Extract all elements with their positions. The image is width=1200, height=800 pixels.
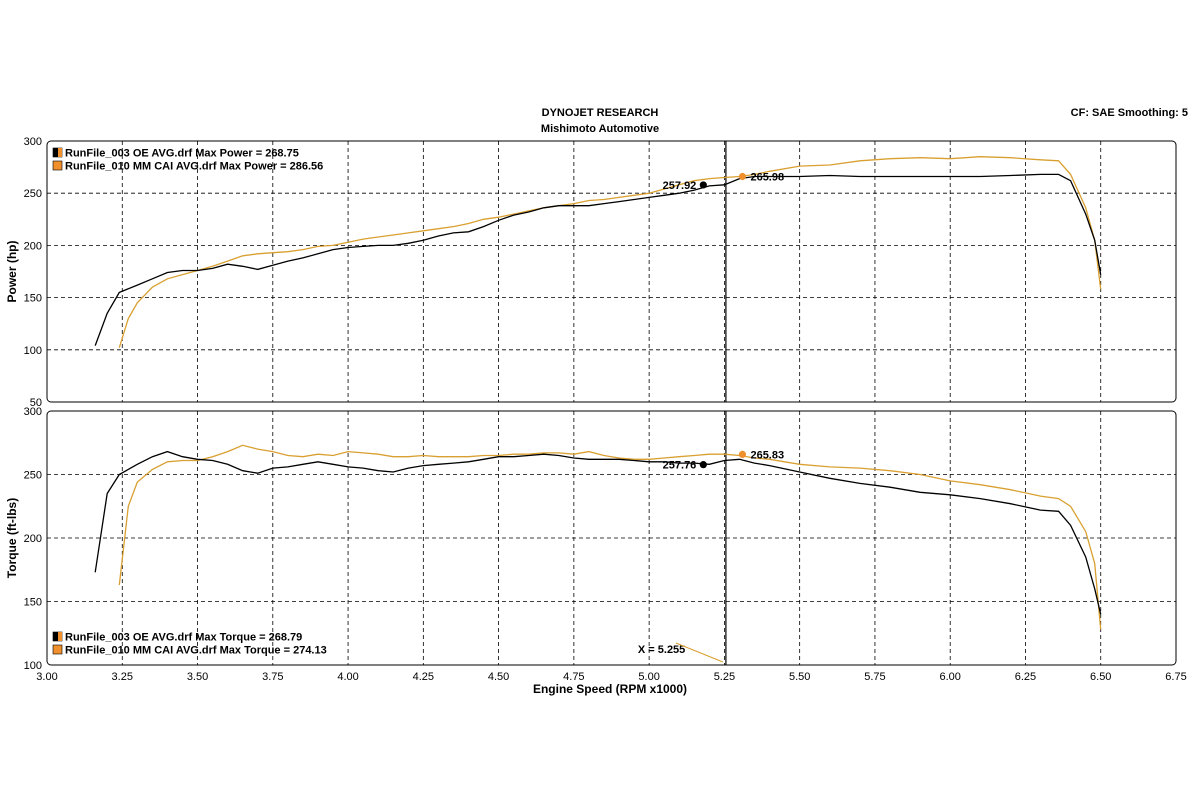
y-tick-label: 300	[24, 406, 42, 418]
series-line-cai	[118, 444, 1102, 630]
x-tick-label: 3.25	[112, 671, 133, 683]
marker-value-label: 257.76	[663, 460, 697, 472]
legend-entry: RunFile_010 MM CAI AVG.drf Max Power = 2…	[65, 161, 323, 173]
cursor-marker	[699, 181, 707, 189]
legend-entry: RunFile_003 OE AVG.drf Max Torque = 268.…	[65, 632, 302, 644]
y-tick-label: 50	[30, 397, 42, 409]
x-tick-label: 3.50	[187, 671, 208, 683]
y-tick-label: 200	[24, 240, 42, 252]
x-tick-label: 4.00	[337, 671, 358, 683]
x-tick-label: 6.50	[1090, 671, 1111, 683]
cursor-marker	[738, 172, 747, 181]
x-tick-label: 3.00	[36, 671, 57, 683]
y-tick-label: 100	[24, 345, 42, 357]
legend-swatch	[52, 160, 63, 171]
cursor-readout: X = 5.255	[638, 644, 685, 656]
y-tick-label: 150	[24, 597, 42, 609]
power-panel: 300 250 200 150 100 50 Power (hp) 257.92 265.98 R…	[5, 136, 1177, 409]
x-tick-label: 4.75	[563, 671, 584, 683]
y-tick-label: 150	[24, 293, 42, 305]
plot-frame	[46, 140, 1177, 403]
marker-value-label: 265.83	[750, 449, 784, 461]
x-tick-label: 4.25	[413, 671, 434, 683]
y-tick-label: 200	[24, 533, 42, 545]
marker-value-label: 257.92	[663, 180, 697, 192]
y-axis-label: Torque (ft-lbs)	[5, 498, 19, 578]
x-tick-label: 6.00	[939, 671, 960, 683]
legend-entry: RunFile_010 MM CAI AVG.drf Max Torque = …	[65, 645, 327, 657]
marker-value-label: 265.98	[750, 172, 784, 184]
chart-title: DYNOJET RESEARCH	[542, 107, 659, 119]
y-tick-label: 300	[24, 136, 42, 148]
legend-swatch	[52, 644, 63, 655]
x-tick-label: 6.25	[1015, 671, 1036, 683]
cursor-marker	[699, 461, 707, 469]
x-tick-label: 5.25	[714, 671, 735, 683]
y-axis-label: Power (hp)	[5, 240, 19, 302]
cursor-readout-pointer	[675, 642, 724, 663]
x-tick-label: 6.75	[1165, 671, 1186, 683]
x-tick-label: 3.75	[262, 671, 283, 683]
x-tick-label: 5.00	[638, 671, 659, 683]
settings-label: CF: SAE Smoothing: 5	[1071, 107, 1188, 119]
y-tick-label: 250	[24, 470, 42, 482]
legend-swatch-accent	[58, 632, 62, 641]
series-line-oe	[94, 450, 1102, 615]
series-line-oe	[94, 173, 1102, 346]
x-tick-label: 5.50	[789, 671, 810, 683]
y-tick-label: 100	[24, 660, 42, 672]
legend-entry: RunFile_003 OE AVG.drf Max Power = 268.7…	[65, 148, 299, 160]
x-tick-label: 4.50	[488, 671, 509, 683]
y-tick-label: 250	[24, 188, 42, 200]
legend-swatch-accent	[58, 148, 62, 157]
chart-subtitle: Mishimoto Automotive	[541, 123, 659, 135]
x-axis-label: Engine Speed (RPM x1000)	[533, 682, 687, 696]
cursor-marker	[738, 450, 747, 458]
x-tick-label: 5.75	[864, 671, 885, 683]
